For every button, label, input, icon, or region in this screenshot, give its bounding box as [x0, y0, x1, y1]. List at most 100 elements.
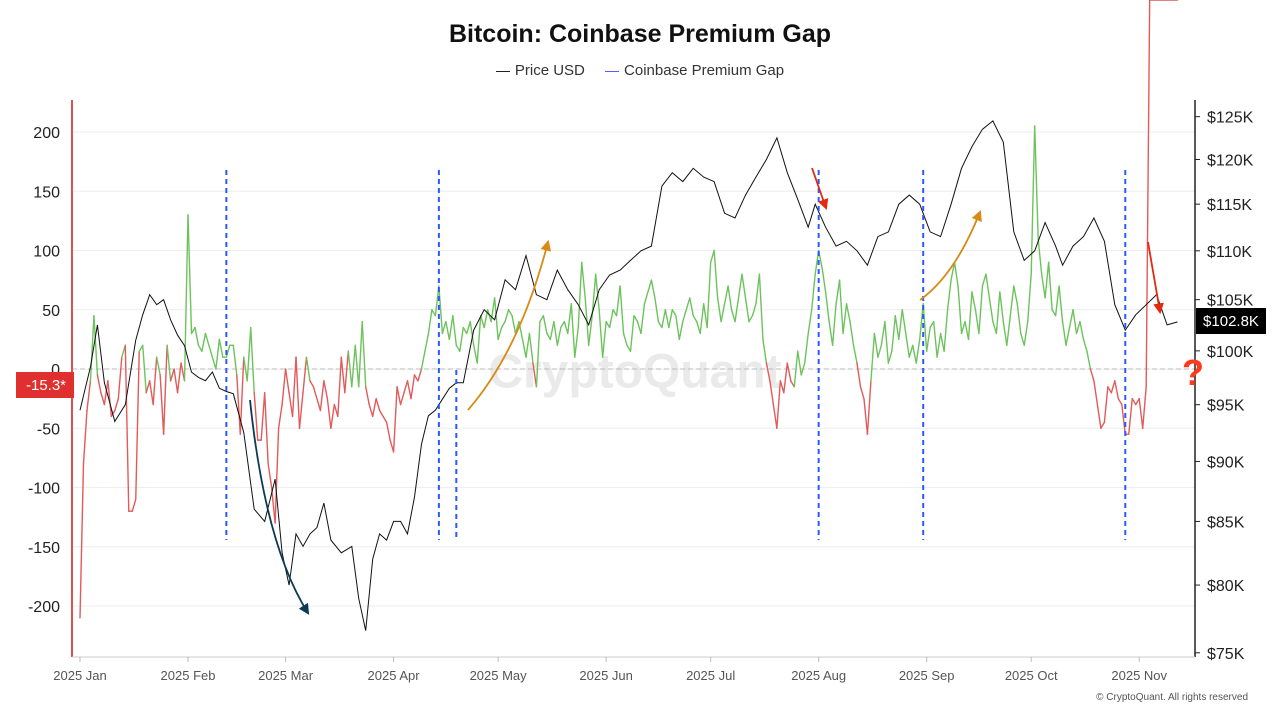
premium-segment-141: [570, 303, 576, 358]
premium-segment-74: [337, 356, 343, 418]
right-axis-ticks: $75K $80K $85K $90K $95K $100K $105K $110K $115K…: [1195, 110, 1254, 663]
premium-segment-216: [831, 303, 837, 347]
premium-segment-255: [967, 291, 973, 341]
premium-segment-56: [274, 427, 280, 524]
premium-segment-243: [925, 326, 931, 352]
premium-segment-293: [1100, 421, 1106, 429]
premium-segment-230: [880, 320, 886, 347]
premium-segment-134: [546, 332, 552, 341]
x-tick-6: 2025 Jul: [686, 668, 735, 683]
legend-label-premium: Coinbase Premium Gap: [624, 62, 785, 79]
premium-segment-80: [358, 320, 363, 388]
premium-segment-274: [1033, 125, 1039, 240]
premium-segment-0: [79, 463, 85, 619]
premium-segment-23: [159, 374, 165, 435]
premium-segment-247: [939, 332, 945, 352]
right-tick-3: $90K: [1207, 454, 1245, 471]
premium-segment-264: [999, 291, 1005, 323]
premium-segment-222: [852, 344, 858, 364]
premium-segment-143: [577, 261, 583, 329]
premium-segment-284: [1068, 309, 1074, 329]
premium-segment-128: [525, 332, 531, 358]
premium-segment-168: [664, 309, 670, 329]
premium-segment-48: [246, 326, 252, 382]
premium-segment-239: [912, 344, 917, 364]
premium-segment-246: [936, 332, 942, 358]
premium-segment-179: [702, 303, 708, 329]
price-line: [79, 120, 1178, 631]
legend-item-premium[interactable]: Coinbase Premium Gap: [605, 62, 784, 79]
premium-segment-289: [1086, 350, 1092, 370]
premium-segment-3: [89, 314, 95, 382]
premium-segment-304: [1138, 397, 1144, 429]
premium-segment-115: [479, 314, 485, 329]
premium-segment-44: [232, 344, 238, 376]
premium-segment-55: [270, 486, 276, 524]
premium-segment-165: [654, 297, 660, 323]
premium-segment-256: [971, 291, 977, 311]
premium-segment-6: [100, 392, 106, 406]
premium-segment-152: [608, 309, 614, 329]
premium-segment-205: [793, 350, 799, 388]
premium-segment-180: [706, 261, 712, 329]
premium-segment-40: [218, 338, 224, 358]
current-premium-badge: -15.3*: [26, 377, 66, 394]
up-arrow-sep: [919, 209, 982, 301]
premium-segment-214: [824, 291, 830, 323]
legend-item-price[interactable]: Price USD: [495, 62, 585, 79]
premium-segment-162: [643, 291, 649, 305]
premium-segment-137: [556, 326, 562, 347]
premium-segment-149: [598, 309, 604, 358]
premium-segment-19: [145, 380, 151, 394]
x-tick-1: 2025 Feb: [161, 668, 216, 683]
premium-segment-66: [309, 380, 315, 388]
premium-segment-122: [504, 309, 510, 323]
premium-segment-215: [828, 320, 834, 347]
premium-segment-277: [1044, 261, 1050, 299]
premium-segment-108: [455, 344, 461, 352]
premium-segment-2: [86, 380, 92, 412]
premium-segment-299: [1121, 403, 1126, 435]
premium-segment-87: [382, 415, 388, 424]
premium-segment-186: [727, 285, 733, 311]
premium-segment-76: [344, 350, 349, 394]
premium-segment-120: [497, 326, 503, 341]
premium-segment-207: [800, 362, 806, 376]
premium-segment-259: [981, 273, 987, 287]
left-tick-4: 0: [51, 362, 60, 379]
legend-label-price: Price USD: [514, 62, 585, 79]
right-tick-0: $75K: [1207, 646, 1245, 663]
premium-segment-240: [915, 338, 921, 364]
premium-segment-142: [574, 326, 579, 358]
left-tick-3: 50: [42, 303, 60, 320]
premium-segment-185: [723, 285, 729, 305]
premium-segment-269: [1016, 303, 1022, 335]
premium-segment-224: [859, 386, 865, 400]
premium-segment-113: [473, 344, 478, 364]
premium-segment-206: [797, 350, 802, 376]
premium-segment-35: [201, 332, 207, 352]
premium-segment-272: [1027, 273, 1032, 323]
x-tick-7: 2025 Aug: [791, 668, 846, 683]
premium-segment-121: [500, 320, 506, 329]
premium-segment-119: [493, 297, 499, 341]
left-tick-2: 100: [33, 244, 60, 261]
premium-segment-194: [755, 273, 761, 305]
left-axis-ticks: 200 150 100 50 0 -50 -100 -150 -200: [28, 125, 60, 616]
premium-segment-166: [657, 320, 663, 329]
premium-segment-232: [887, 350, 893, 364]
premium-segment-249: [946, 279, 952, 311]
premium-segment-112: [469, 320, 475, 347]
premium-segment-8: [107, 380, 113, 418]
premium-segment-252: [957, 285, 963, 335]
premium-segment-305: [1142, 386, 1147, 429]
premium-segment-163: [647, 279, 653, 293]
premium-segment-60: [288, 392, 294, 418]
premium-segment-182: [713, 249, 719, 299]
premium-segment-158: [629, 314, 635, 352]
premium-segment-201: [779, 380, 785, 394]
premium-segment-63: [298, 392, 304, 429]
premium-segment-1: [82, 409, 88, 465]
question-mark-annotation: ?: [1182, 352, 1204, 393]
premium-segment-61: [291, 356, 297, 418]
